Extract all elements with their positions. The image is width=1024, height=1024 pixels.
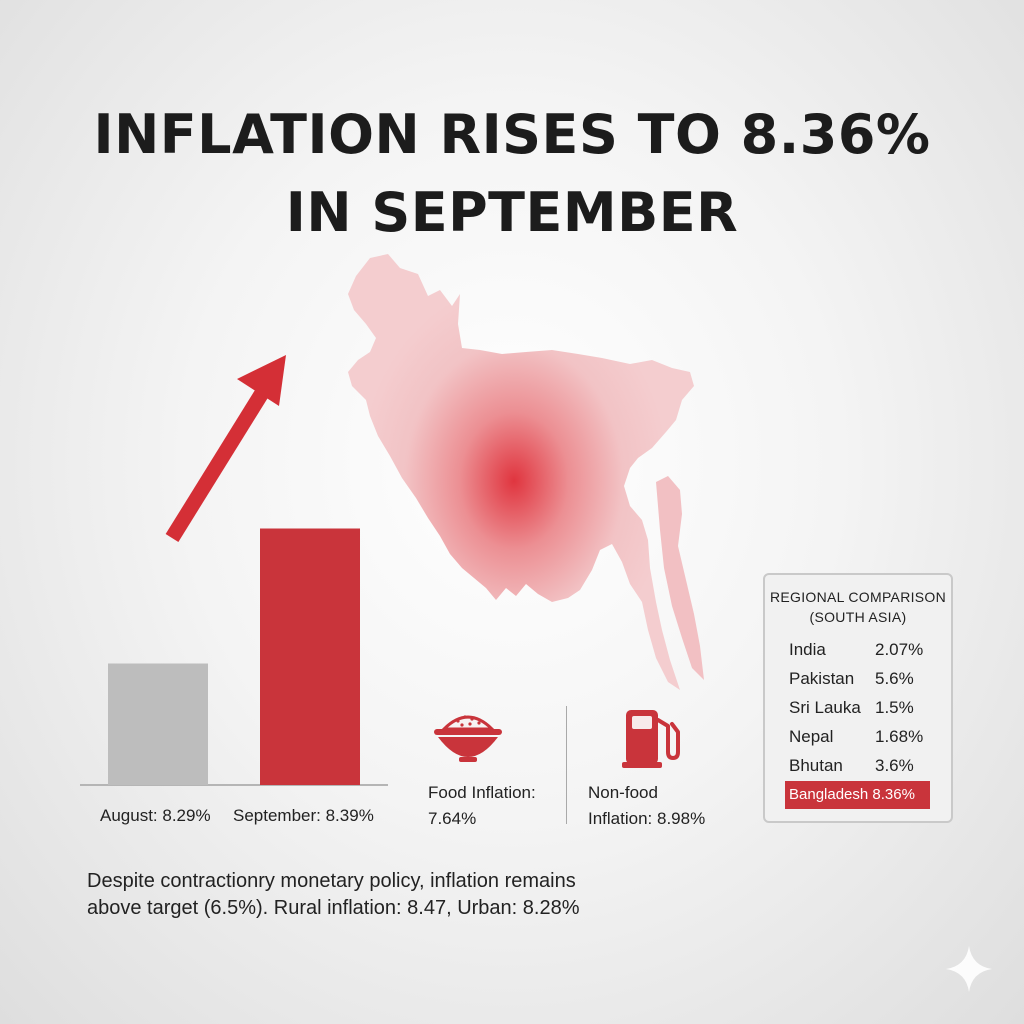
rice-bowl-icon <box>434 715 502 762</box>
comparison-value: 2.07% <box>875 640 924 659</box>
comparison-value: 5.6% <box>875 669 914 688</box>
comparison-row: Nepal 1.68% <box>789 722 951 751</box>
page-title: INFLATION RISES TO 8.36% IN SEPTEMBER <box>0 96 1024 252</box>
stats-divider <box>566 706 567 824</box>
sparkle-icon <box>946 946 992 992</box>
title-line-2: IN SEPTEMBER <box>285 181 739 244</box>
comparison-row: Pakistan 5.6% <box>789 664 951 693</box>
comparison-country: Nepal <box>789 727 834 746</box>
august-bar-label: August: 8.29% <box>100 806 211 825</box>
nonfood-inflation-label: Non-food <box>588 783 658 802</box>
bars-group <box>108 528 360 785</box>
footnote-line-2: above target (6.5%). Rural inflation: 8.… <box>87 897 580 919</box>
footnote-line-1: Despite contractionry monetary policy, i… <box>87 870 576 892</box>
comparison-row: India 2.07% <box>789 635 951 664</box>
map-mainland <box>348 254 694 690</box>
bar-september <box>260 528 360 785</box>
nonfood-inflation-value: Inflation: 8.98% <box>588 809 706 828</box>
comparison-country: Bhutan <box>789 756 843 775</box>
title-line-1: INFLATION RISES TO 8.36% <box>93 103 931 166</box>
comparison-title-line-1: REGIONAL COMPARISON <box>769 589 947 605</box>
september-bar-label: September: 8.39% <box>233 806 374 825</box>
food-inflation-value: 7.64% <box>428 809 477 828</box>
trend-arrow-head <box>237 355 286 406</box>
bar-august <box>108 663 208 785</box>
comparison-value: 1.5% <box>875 698 914 717</box>
trend-arrow-shaft <box>165 389 269 542</box>
bangladesh-map <box>348 254 704 690</box>
bangladesh-highlight-row: Bangladesh 8.36% <box>785 781 930 809</box>
comparison-value: 3.6% <box>875 756 914 775</box>
comparison-country: Sri Lauka <box>789 698 861 717</box>
footnote: Despite contractionry monetary policy, i… <box>87 868 667 922</box>
comparison-country: India <box>789 640 826 659</box>
comparison-row: Sri Lauka 1.5% <box>789 693 951 722</box>
nonfood-inflation-stat: Non-food Inflation: 8.98% <box>588 780 728 832</box>
regional-comparison-panel: REGIONAL COMPARISON (SOUTH ASIA) India 2.… <box>763 573 953 823</box>
comparison-title-line-2: (SOUTH ASIA) <box>809 609 907 625</box>
fuel-pump-icon <box>622 710 680 768</box>
comparison-list: India 2.07% Pakistan 5.6% Sri Lauka 1.5% Ne… <box>765 635 951 780</box>
comparison-row: Bhutan 3.6% <box>789 751 951 780</box>
map-southeast-coast <box>656 476 704 680</box>
trend-arrow <box>165 355 286 542</box>
monthly-inflation-bar-chart <box>80 355 388 786</box>
regional-comparison-title: REGIONAL COMPARISON (SOUTH ASIA) <box>765 587 951 627</box>
food-inflation-stat: Food Inflation: 7.64% <box>428 780 563 832</box>
food-inflation-label: Food Inflation: <box>428 783 536 802</box>
comparison-value: 1.68% <box>875 727 924 746</box>
comparison-country: Pakistan <box>789 669 855 688</box>
